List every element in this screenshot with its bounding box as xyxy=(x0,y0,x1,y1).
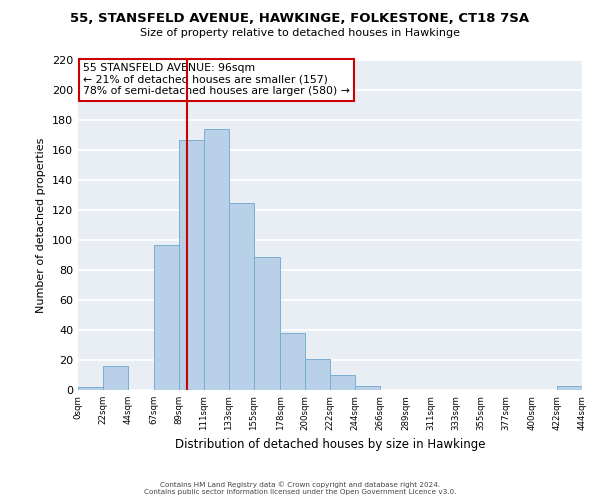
Bar xyxy=(204,129,229,390)
Bar xyxy=(78,387,103,390)
Bar xyxy=(254,256,280,390)
Bar xyxy=(179,140,204,390)
Bar xyxy=(154,244,179,390)
Bar xyxy=(557,386,582,390)
Text: 55 STANSFELD AVENUE: 96sqm
← 21% of detached houses are smaller (157)
78% of sem: 55 STANSFELD AVENUE: 96sqm ← 21% of deta… xyxy=(83,64,350,96)
Bar xyxy=(355,386,380,390)
Bar xyxy=(280,333,305,390)
Text: Contains HM Land Registry data © Crown copyright and database right 2024.
Contai: Contains HM Land Registry data © Crown c… xyxy=(144,482,456,495)
X-axis label: Distribution of detached houses by size in Hawkinge: Distribution of detached houses by size … xyxy=(175,438,485,451)
Text: Size of property relative to detached houses in Hawkinge: Size of property relative to detached ho… xyxy=(140,28,460,38)
Bar xyxy=(330,375,355,390)
Bar xyxy=(305,358,330,390)
Bar xyxy=(103,366,128,390)
Y-axis label: Number of detached properties: Number of detached properties xyxy=(37,138,46,312)
Text: 55, STANSFELD AVENUE, HAWKINGE, FOLKESTONE, CT18 7SA: 55, STANSFELD AVENUE, HAWKINGE, FOLKESTO… xyxy=(70,12,530,26)
Bar xyxy=(229,202,254,390)
